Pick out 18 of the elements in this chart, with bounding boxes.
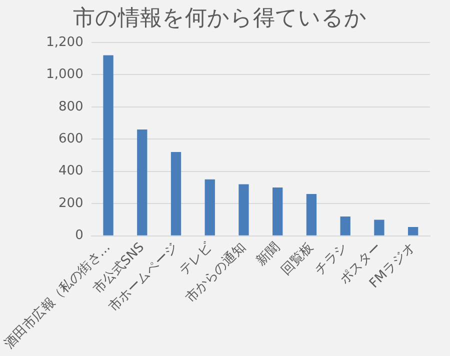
bar	[340, 216, 350, 236]
y-tick-label: 1,200	[46, 34, 84, 50]
y-tick-label: 1,000	[46, 67, 84, 82]
bar	[103, 55, 114, 236]
bar	[170, 152, 182, 236]
bar	[374, 220, 384, 236]
bar	[408, 226, 418, 236]
bar	[238, 184, 249, 236]
y-tick-label: 0	[75, 228, 84, 244]
bar	[137, 129, 148, 236]
y-tick-label: 400	[58, 164, 84, 179]
chart-title: 市の情報を何から得ているか	[73, 6, 367, 31]
bar	[306, 194, 317, 236]
bar	[272, 187, 283, 236]
y-tick-label: 200	[58, 196, 84, 211]
y-tick-label: 600	[58, 132, 84, 146]
y-tick-label: 800	[58, 99, 84, 114]
bar	[204, 179, 215, 236]
